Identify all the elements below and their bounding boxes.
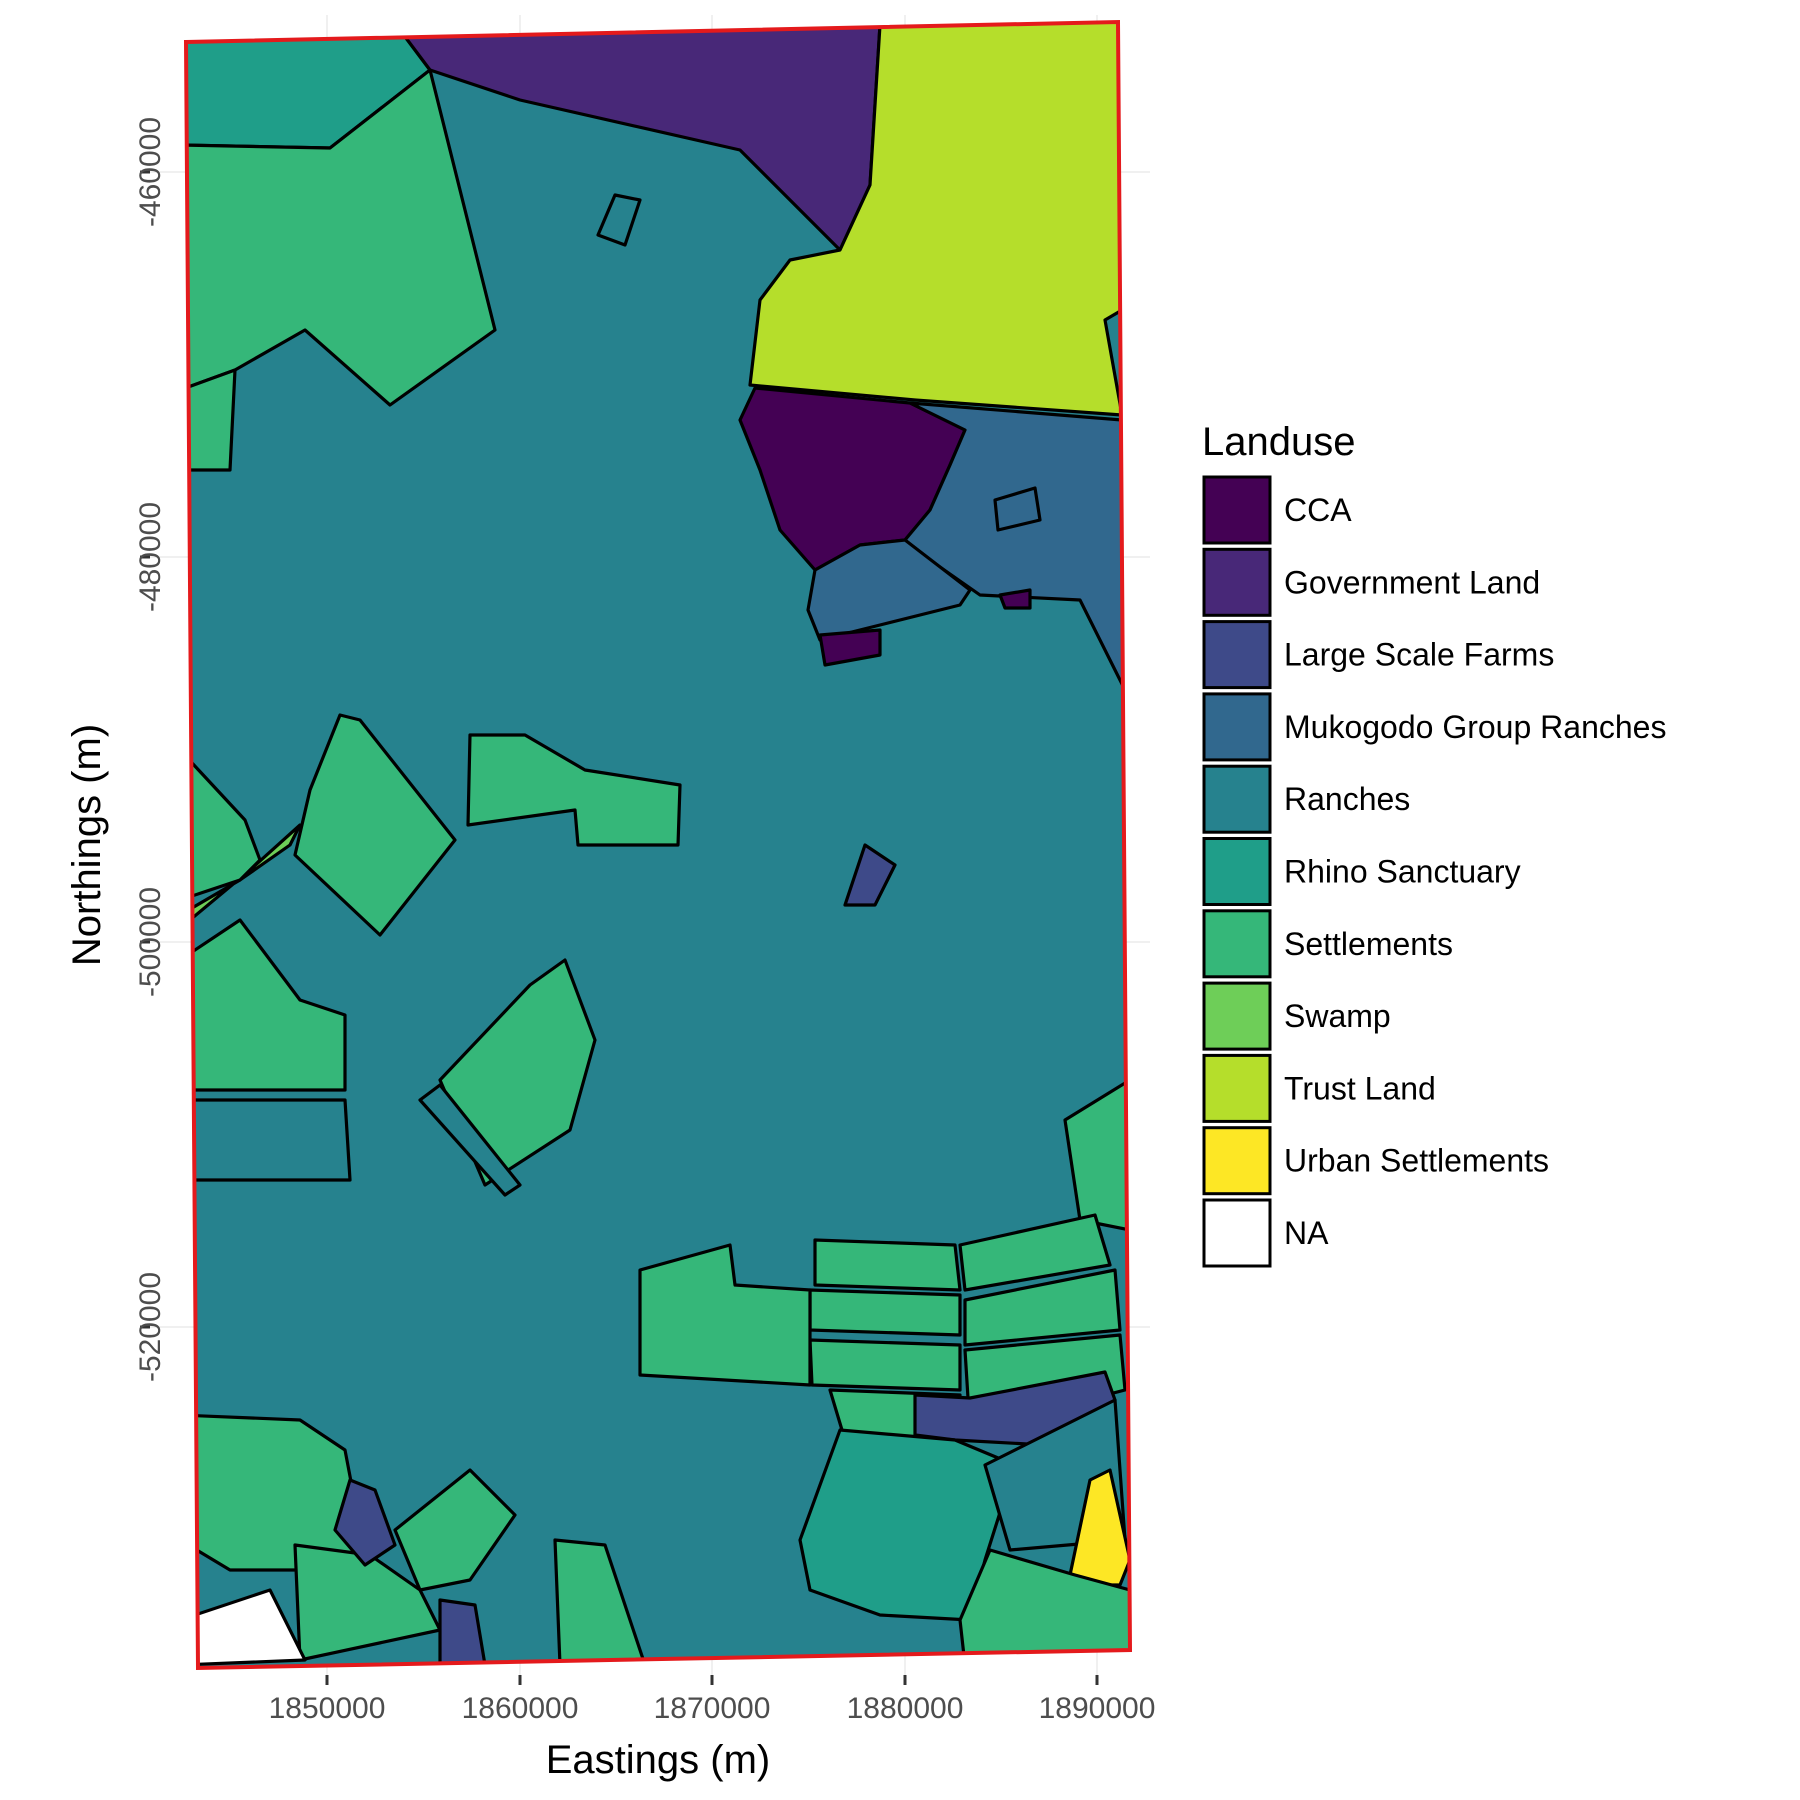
legend-key-urban-settlements [1202, 1126, 1272, 1196]
parcel-settlements-east-right-b [963, 1268, 1122, 1347]
legend-key-mukogodo-group-ranches [1202, 692, 1272, 762]
parcel-mukogodo-south [806, 538, 972, 642]
axis-ticks [140, 170, 1099, 1685]
x-tick-label: 1880000 [847, 1692, 964, 1725]
y-tick-label: -520000 [134, 1272, 167, 1382]
parcel-settlements-west-upper [186, 748, 262, 902]
parcel-ranches-small-north [596, 193, 642, 247]
legend-label: CCA [1284, 492, 1352, 528]
parcel-settlements-center-south [638, 1243, 812, 1387]
legend-label: Government Land [1284, 564, 1540, 600]
legend-label: Urban Settlements [1284, 1143, 1549, 1179]
legend-label: Rhino Sanctuary [1284, 854, 1521, 890]
legend-key-rhino-sanctuary [1202, 837, 1272, 906]
x-tick-label: 1890000 [1039, 1692, 1156, 1725]
y-tick-label: -480000 [134, 502, 167, 612]
legend-label: Mukogodo Group Ranches [1284, 709, 1666, 745]
parcel-settlements-central [438, 958, 597, 1187]
parcel-settlements-east-bands-c [808, 1338, 962, 1392]
parcel-settlements-west-strip [186, 368, 237, 472]
legend-key-swamp [1202, 981, 1272, 1051]
legend-label: Large Scale Farms [1284, 637, 1554, 673]
legend-label: Ranches [1284, 781, 1410, 817]
parcel-settlements-central-north [466, 733, 682, 847]
y-tick-label: -460000 [134, 117, 167, 227]
parcel-settlements-east-large [1063, 1078, 1130, 1232]
legend-key-cca [1202, 475, 1272, 545]
parcel-mukogodo-small [993, 486, 1042, 532]
parcel-settlements-south-west-c [393, 1468, 517, 1592]
parcel-ranches-strips-b [418, 1083, 522, 1197]
legend-title: Landuse [1202, 420, 1355, 464]
x-tick-label: 1850000 [269, 1692, 386, 1725]
legend-label: NA [1284, 1215, 1329, 1251]
legend-key-ranches [1202, 764, 1272, 834]
x-axis-title: Eastings (m) [546, 1738, 771, 1782]
parcel-ranches-strips-a [186, 1098, 352, 1182]
parcel-cca-small-east [998, 588, 1032, 610]
legend-label: Swamp [1284, 998, 1391, 1034]
legend-label: Settlements [1284, 926, 1453, 962]
legend-key-settlements [1202, 909, 1272, 979]
study-area-boundary [183, 19, 1133, 1671]
parcel-settlements-east-bands-b [808, 1288, 962, 1337]
land-parcels [186, 22, 1130, 1668]
legend: Landuse CCA Government Land Large Scale Fa… [1202, 420, 1666, 1268]
legend-key-trust-land [1202, 1053, 1272, 1123]
parcel-settlements-south-se [958, 1548, 1130, 1667]
parcel-na [186, 1588, 307, 1667]
parcel-settlements-east-right-a [958, 1213, 1112, 1292]
x-tick-label: 1860000 [462, 1692, 579, 1725]
parcel-large-scale-farms-sw [333, 1478, 397, 1567]
legend-label: Trust Land [1284, 1070, 1436, 1106]
parcel-cca-small-south [818, 628, 882, 667]
parcel-settlements-west-central [293, 713, 457, 937]
parcel-swamp [186, 823, 302, 962]
y-tick-label: -500000 [134, 887, 167, 997]
x-tick-label: 1870000 [654, 1692, 771, 1725]
y-tick-labels: -460000 -480000 -500000 -520000 [134, 117, 167, 1382]
parcel-settlements-west-mid [186, 918, 347, 1092]
legend-key-large-scale-farms [1202, 620, 1272, 690]
x-tick-labels: 1850000 1860000 1870000 1880000 1890000 [269, 1692, 1156, 1725]
parcel-large-scale-farms-central [843, 843, 897, 907]
y-axis-title: Northings (m) [65, 724, 109, 966]
legend-key-na [1202, 1198, 1272, 1268]
legend-key-government-land [1202, 547, 1272, 617]
parcel-settlements-east-bands-a [813, 1238, 962, 1292]
